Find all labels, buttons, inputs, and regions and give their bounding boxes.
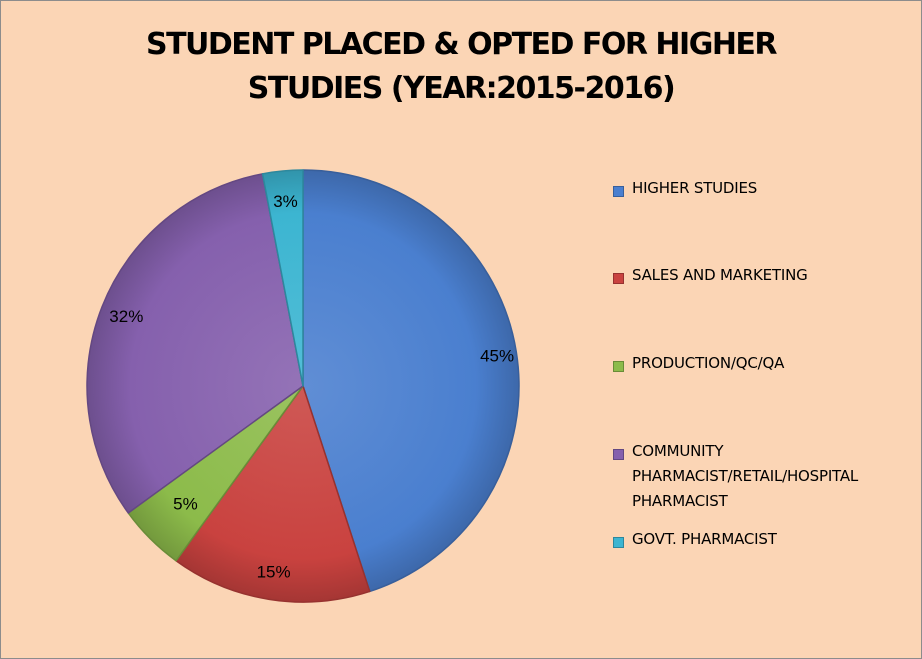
slice-label-sales-and-marketing: 15% bbox=[257, 563, 291, 582]
pie-slice-sales-and-marketing bbox=[175, 385, 371, 603]
legend-item-community-pharmacist: COMMUNITY PHARMACIST/RETAIL/HOSPITAL PHA… bbox=[613, 442, 918, 514]
legend-swatch-production-qc-qa bbox=[613, 361, 624, 372]
legend-swatch-community-pharmacist bbox=[613, 449, 624, 460]
pie-slice-higher-studies bbox=[302, 169, 520, 593]
legend-label-community-pharmacist: COMMUNITY PHARMACIST/RETAIL/HOSPITAL PHA… bbox=[632, 442, 859, 510]
legend-label-govt-pharmacist: GOVT. PHARMACIST bbox=[632, 530, 777, 548]
slice-label-production-qc-qa: 5% bbox=[173, 495, 198, 514]
chart-title-line-2: STUDIES (YEAR:2015-2016) bbox=[247, 71, 676, 106]
legend-swatch-govt-pharmacist bbox=[613, 537, 624, 548]
legend-item-sales-and-marketing: SALES AND MARKETING bbox=[613, 266, 918, 288]
pie-slice-community-pharmacist bbox=[86, 173, 304, 514]
legend-label-higher-studies: HIGHER STUDIES bbox=[632, 179, 758, 197]
legend-item-higher-studies: HIGHER STUDIES bbox=[613, 179, 918, 201]
chart-title-line-1: STUDENT PLACED & OPTED FOR HIGHER bbox=[145, 27, 778, 62]
legend-swatch-sales-and-marketing bbox=[613, 273, 624, 284]
slice-label-higher-studies: 45% bbox=[480, 346, 514, 365]
chart-title: STUDENT PLACED & OPTED FOR HIGHER STUDIE… bbox=[1, 23, 921, 111]
legend-item-production-qc-qa: PRODUCTION/QC/QA bbox=[613, 354, 918, 376]
slice-label-govt-pharmacist: 3% bbox=[273, 192, 298, 211]
legend-label-sales-and-marketing: SALES AND MARKETING bbox=[632, 266, 808, 284]
legend-item-govt-pharmacist: GOVT. PHARMACIST bbox=[613, 530, 918, 552]
legend-label-production-qc-qa: PRODUCTION/QC/QA bbox=[632, 354, 785, 372]
slice-label-community-pharmacist: 32% bbox=[109, 307, 143, 326]
pie-slice-govt-pharmacist bbox=[261, 169, 304, 387]
legend-swatch-higher-studies bbox=[613, 186, 624, 197]
